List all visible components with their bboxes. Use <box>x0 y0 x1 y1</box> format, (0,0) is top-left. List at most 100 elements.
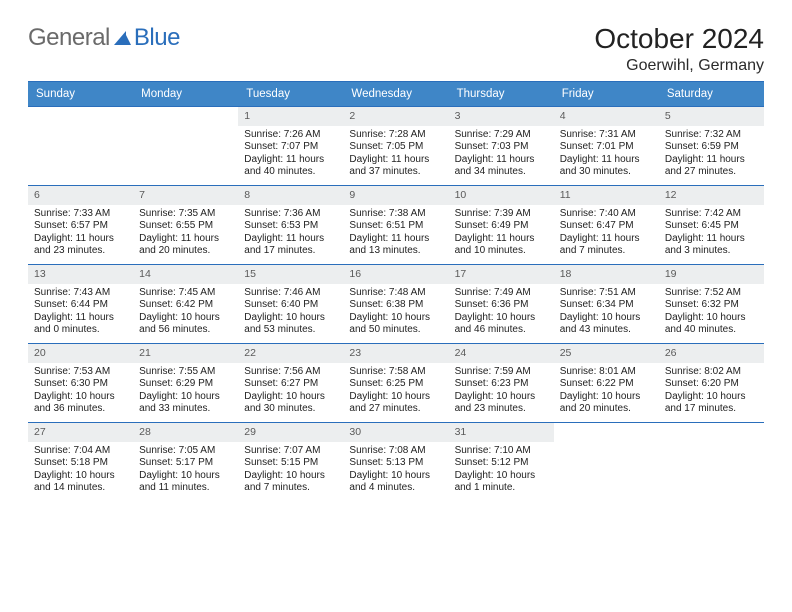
day-number: 27 <box>28 423 133 442</box>
sunrise-text: Sunrise: 7:05 AM <box>139 445 232 458</box>
day-body: Sunrise: 7:33 AMSunset: 6:57 PMDaylight:… <box>28 205 133 263</box>
sunrise-text: Sunrise: 7:59 AM <box>455 366 548 379</box>
day-cell: 30Sunrise: 7:08 AMSunset: 5:13 PMDayligh… <box>343 423 448 501</box>
sunset-text: Sunset: 6:20 PM <box>665 378 758 391</box>
day-number: 14 <box>133 265 238 284</box>
dow-sun: Sunday <box>28 82 133 106</box>
daylight-text: Daylight: 11 hours and 3 minutes. <box>665 233 758 258</box>
sunrise-text: Sunrise: 7:42 AM <box>665 208 758 221</box>
daylight-text: Daylight: 10 hours and 14 minutes. <box>34 470 127 495</box>
daylight-text: Daylight: 11 hours and 0 minutes. <box>34 312 127 337</box>
dow-fri: Friday <box>554 82 659 106</box>
day-cell: 22Sunrise: 7:56 AMSunset: 6:27 PMDayligh… <box>238 344 343 422</box>
day-body: Sunrise: 7:51 AMSunset: 6:34 PMDaylight:… <box>554 284 659 342</box>
sunset-text: Sunset: 6:25 PM <box>349 378 442 391</box>
day-cell: 25Sunrise: 8:01 AMSunset: 6:22 PMDayligh… <box>554 344 659 422</box>
day-cell: 20Sunrise: 7:53 AMSunset: 6:30 PMDayligh… <box>28 344 133 422</box>
sunrise-text: Sunrise: 7:49 AM <box>455 287 548 300</box>
week-row: 6Sunrise: 7:33 AMSunset: 6:57 PMDaylight… <box>28 185 764 264</box>
day-body: Sunrise: 7:08 AMSunset: 5:13 PMDaylight:… <box>343 442 448 500</box>
sunset-text: Sunset: 6:53 PM <box>244 220 337 233</box>
sunrise-text: Sunrise: 7:43 AM <box>34 287 127 300</box>
logo-text-general: General <box>28 24 110 52</box>
daylight-text: Daylight: 10 hours and 40 minutes. <box>665 312 758 337</box>
sunset-text: Sunset: 6:57 PM <box>34 220 127 233</box>
sunrise-text: Sunrise: 7:56 AM <box>244 366 337 379</box>
sunset-text: Sunset: 6:59 PM <box>665 141 758 154</box>
day-number: 26 <box>659 344 764 363</box>
sunset-text: Sunset: 6:45 PM <box>665 220 758 233</box>
daylight-text: Daylight: 10 hours and 30 minutes. <box>244 391 337 416</box>
sunset-text: Sunset: 5:12 PM <box>455 457 548 470</box>
day-cell: 8Sunrise: 7:36 AMSunset: 6:53 PMDaylight… <box>238 186 343 264</box>
day-number: 30 <box>343 423 448 442</box>
daylight-text: Daylight: 11 hours and 30 minutes. <box>560 154 653 179</box>
day-body: Sunrise: 7:45 AMSunset: 6:42 PMDaylight:… <box>133 284 238 342</box>
sunset-text: Sunset: 6:42 PM <box>139 299 232 312</box>
day-number: 9 <box>343 186 448 205</box>
header: General Blue October 2024 Goerwihl, Germ… <box>28 24 764 75</box>
day-body: Sunrise: 7:10 AMSunset: 5:12 PMDaylight:… <box>449 442 554 500</box>
day-body: Sunrise: 7:56 AMSunset: 6:27 PMDaylight:… <box>238 363 343 421</box>
sunset-text: Sunset: 7:03 PM <box>455 141 548 154</box>
day-cell: 6Sunrise: 7:33 AMSunset: 6:57 PMDaylight… <box>28 186 133 264</box>
day-body: Sunrise: 7:59 AMSunset: 6:23 PMDaylight:… <box>449 363 554 421</box>
sunset-text: Sunset: 7:07 PM <box>244 141 337 154</box>
day-cell <box>28 107 133 185</box>
day-number: 15 <box>238 265 343 284</box>
day-cell: 31Sunrise: 7:10 AMSunset: 5:12 PMDayligh… <box>449 423 554 501</box>
day-cell: 13Sunrise: 7:43 AMSunset: 6:44 PMDayligh… <box>28 265 133 343</box>
day-number: 4 <box>554 107 659 126</box>
daylight-text: Daylight: 11 hours and 7 minutes. <box>560 233 653 258</box>
dow-row: Sunday Monday Tuesday Wednesday Thursday… <box>28 82 764 106</box>
day-cell: 18Sunrise: 7:51 AMSunset: 6:34 PMDayligh… <box>554 265 659 343</box>
daylight-text: Daylight: 10 hours and 43 minutes. <box>560 312 653 337</box>
day-cell: 10Sunrise: 7:39 AMSunset: 6:49 PMDayligh… <box>449 186 554 264</box>
day-body: Sunrise: 7:28 AMSunset: 7:05 PMDaylight:… <box>343 126 448 184</box>
week-row: 27Sunrise: 7:04 AMSunset: 5:18 PMDayligh… <box>28 422 764 501</box>
day-number: 12 <box>659 186 764 205</box>
sunrise-text: Sunrise: 7:08 AM <box>349 445 442 458</box>
day-cell: 16Sunrise: 7:48 AMSunset: 6:38 PMDayligh… <box>343 265 448 343</box>
sunset-text: Sunset: 6:30 PM <box>34 378 127 391</box>
sunrise-text: Sunrise: 7:51 AM <box>560 287 653 300</box>
sunrise-text: Sunrise: 7:39 AM <box>455 208 548 221</box>
daylight-text: Daylight: 10 hours and 17 minutes. <box>665 391 758 416</box>
day-cell: 29Sunrise: 7:07 AMSunset: 5:15 PMDayligh… <box>238 423 343 501</box>
sunset-text: Sunset: 6:34 PM <box>560 299 653 312</box>
day-number: 16 <box>343 265 448 284</box>
sunset-text: Sunset: 6:51 PM <box>349 220 442 233</box>
daylight-text: Daylight: 11 hours and 17 minutes. <box>244 233 337 258</box>
daylight-text: Daylight: 10 hours and 1 minute. <box>455 470 548 495</box>
day-body: Sunrise: 7:46 AMSunset: 6:40 PMDaylight:… <box>238 284 343 342</box>
day-body: Sunrise: 7:53 AMSunset: 6:30 PMDaylight:… <box>28 363 133 421</box>
sunset-text: Sunset: 6:22 PM <box>560 378 653 391</box>
day-body: Sunrise: 7:39 AMSunset: 6:49 PMDaylight:… <box>449 205 554 263</box>
sunrise-text: Sunrise: 7:36 AM <box>244 208 337 221</box>
day-number: 24 <box>449 344 554 363</box>
daylight-text: Daylight: 11 hours and 40 minutes. <box>244 154 337 179</box>
day-number: 21 <box>133 344 238 363</box>
sunrise-text: Sunrise: 7:52 AM <box>665 287 758 300</box>
day-number: 18 <box>554 265 659 284</box>
sunset-text: Sunset: 6:32 PM <box>665 299 758 312</box>
day-number: 20 <box>28 344 133 363</box>
day-body: Sunrise: 7:48 AMSunset: 6:38 PMDaylight:… <box>343 284 448 342</box>
sunset-text: Sunset: 5:17 PM <box>139 457 232 470</box>
daylight-text: Daylight: 10 hours and 53 minutes. <box>244 312 337 337</box>
day-number: 29 <box>238 423 343 442</box>
day-cell: 26Sunrise: 8:02 AMSunset: 6:20 PMDayligh… <box>659 344 764 422</box>
daylight-text: Daylight: 10 hours and 33 minutes. <box>139 391 232 416</box>
sunrise-text: Sunrise: 7:53 AM <box>34 366 127 379</box>
day-cell: 24Sunrise: 7:59 AMSunset: 6:23 PMDayligh… <box>449 344 554 422</box>
sunset-text: Sunset: 7:05 PM <box>349 141 442 154</box>
dow-thu: Thursday <box>449 82 554 106</box>
daylight-text: Daylight: 10 hours and 50 minutes. <box>349 312 442 337</box>
daylight-text: Daylight: 10 hours and 36 minutes. <box>34 391 127 416</box>
dow-mon: Monday <box>133 82 238 106</box>
day-body: Sunrise: 7:32 AMSunset: 6:59 PMDaylight:… <box>659 126 764 184</box>
week-row: 20Sunrise: 7:53 AMSunset: 6:30 PMDayligh… <box>28 343 764 422</box>
daylight-text: Daylight: 10 hours and 23 minutes. <box>455 391 548 416</box>
day-cell <box>554 423 659 501</box>
sunrise-text: Sunrise: 7:46 AM <box>244 287 337 300</box>
